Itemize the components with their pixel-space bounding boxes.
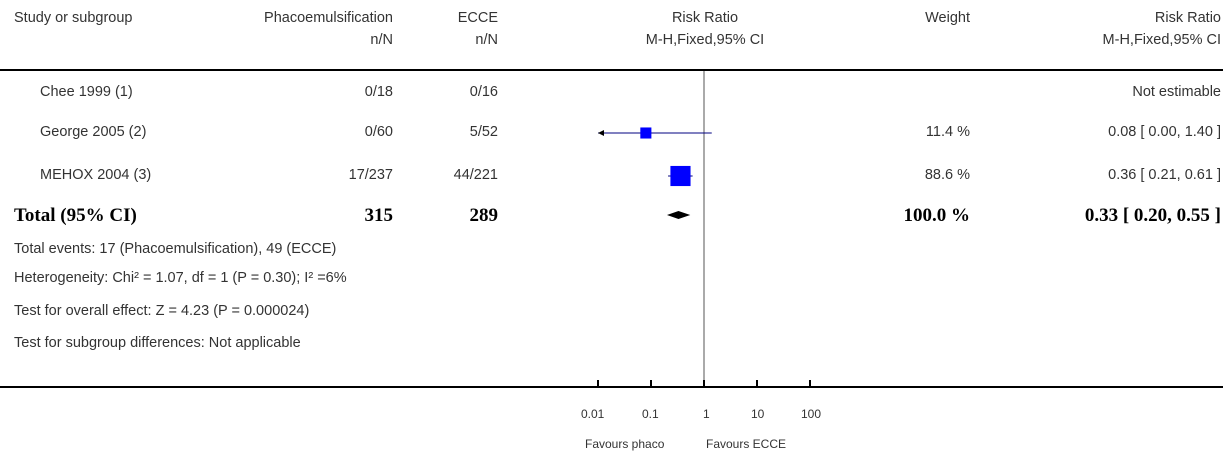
study-name: George 2005 (2) xyxy=(40,124,147,140)
study-name: MEHOX 2004 (3) xyxy=(40,167,152,183)
favours-right-label: Favours ECCE xyxy=(706,437,787,451)
total-experimental: 315 xyxy=(364,205,394,226)
study-weight: 11.4 % xyxy=(925,124,970,140)
header-risk-ratio-sub: M-H,Fixed,95% CI xyxy=(1102,32,1221,48)
tick-label: 10 xyxy=(751,407,765,421)
control-events: 0/16 xyxy=(469,84,498,100)
tick-label: 0.1 xyxy=(642,407,659,421)
total-control: 289 xyxy=(469,205,499,226)
study-weight: 88.6 % xyxy=(924,167,970,183)
study-point xyxy=(670,165,691,187)
study-name: Chee 1999 (1) xyxy=(40,84,133,100)
ci-arrow xyxy=(598,130,604,136)
tick-label: 0.01 xyxy=(581,407,605,421)
header-study: Study or subgroup xyxy=(14,10,133,26)
header-control: ECCE xyxy=(457,10,498,26)
header-plot-sub: M-H,Fixed,95% CI xyxy=(645,32,765,48)
experimental-events: 17/237 xyxy=(348,167,393,183)
tick-label: 1 xyxy=(703,407,710,421)
header-rule xyxy=(0,69,1223,71)
total-label: Total (95% CI) xyxy=(14,205,137,226)
header-control-sub: n/N xyxy=(475,32,498,48)
header-weight: Weight xyxy=(925,10,970,26)
header-risk-ratio: Risk Ratio xyxy=(1154,10,1221,26)
subgroup-differences-note: Test for subgroup differences: Not appli… xyxy=(14,335,301,351)
experimental-events: 0/18 xyxy=(364,84,393,100)
total-weight: 100.0 % xyxy=(903,205,971,226)
total-events-note: Total events: 17 (Phacoemulsification), … xyxy=(14,241,337,257)
study-risk-ratio: 0.36 [ 0.21, 0.61 ] xyxy=(1108,167,1221,183)
heterogeneity-note: Heterogeneity: Chi² = 1.07, df = 1 (P = … xyxy=(14,270,347,286)
header-plot: Risk Ratio xyxy=(671,10,739,26)
header-experimental-sub: n/N xyxy=(370,32,393,48)
control-events: 5/52 xyxy=(469,124,498,140)
control-events: 44/221 xyxy=(453,167,498,183)
study-risk-ratio: 0.08 [ 0.00, 1.40 ] xyxy=(1108,124,1221,140)
experimental-events: 0/60 xyxy=(364,124,393,140)
footer-rule xyxy=(0,386,1223,388)
overall-effect-note: Test for overall effect: Z = 4.23 (P = 0… xyxy=(14,303,310,319)
total-risk-ratio: 0.33 [ 0.20, 0.55 ] xyxy=(1084,205,1221,226)
favours-left-label: Favours phaco xyxy=(585,437,665,451)
study-risk-ratio: Not estimable xyxy=(1132,84,1221,100)
pooled-diamond xyxy=(666,211,691,219)
study-point xyxy=(640,127,652,139)
tick-label: 100 xyxy=(801,407,822,421)
header-experimental: Phacoemulsification xyxy=(264,10,393,26)
